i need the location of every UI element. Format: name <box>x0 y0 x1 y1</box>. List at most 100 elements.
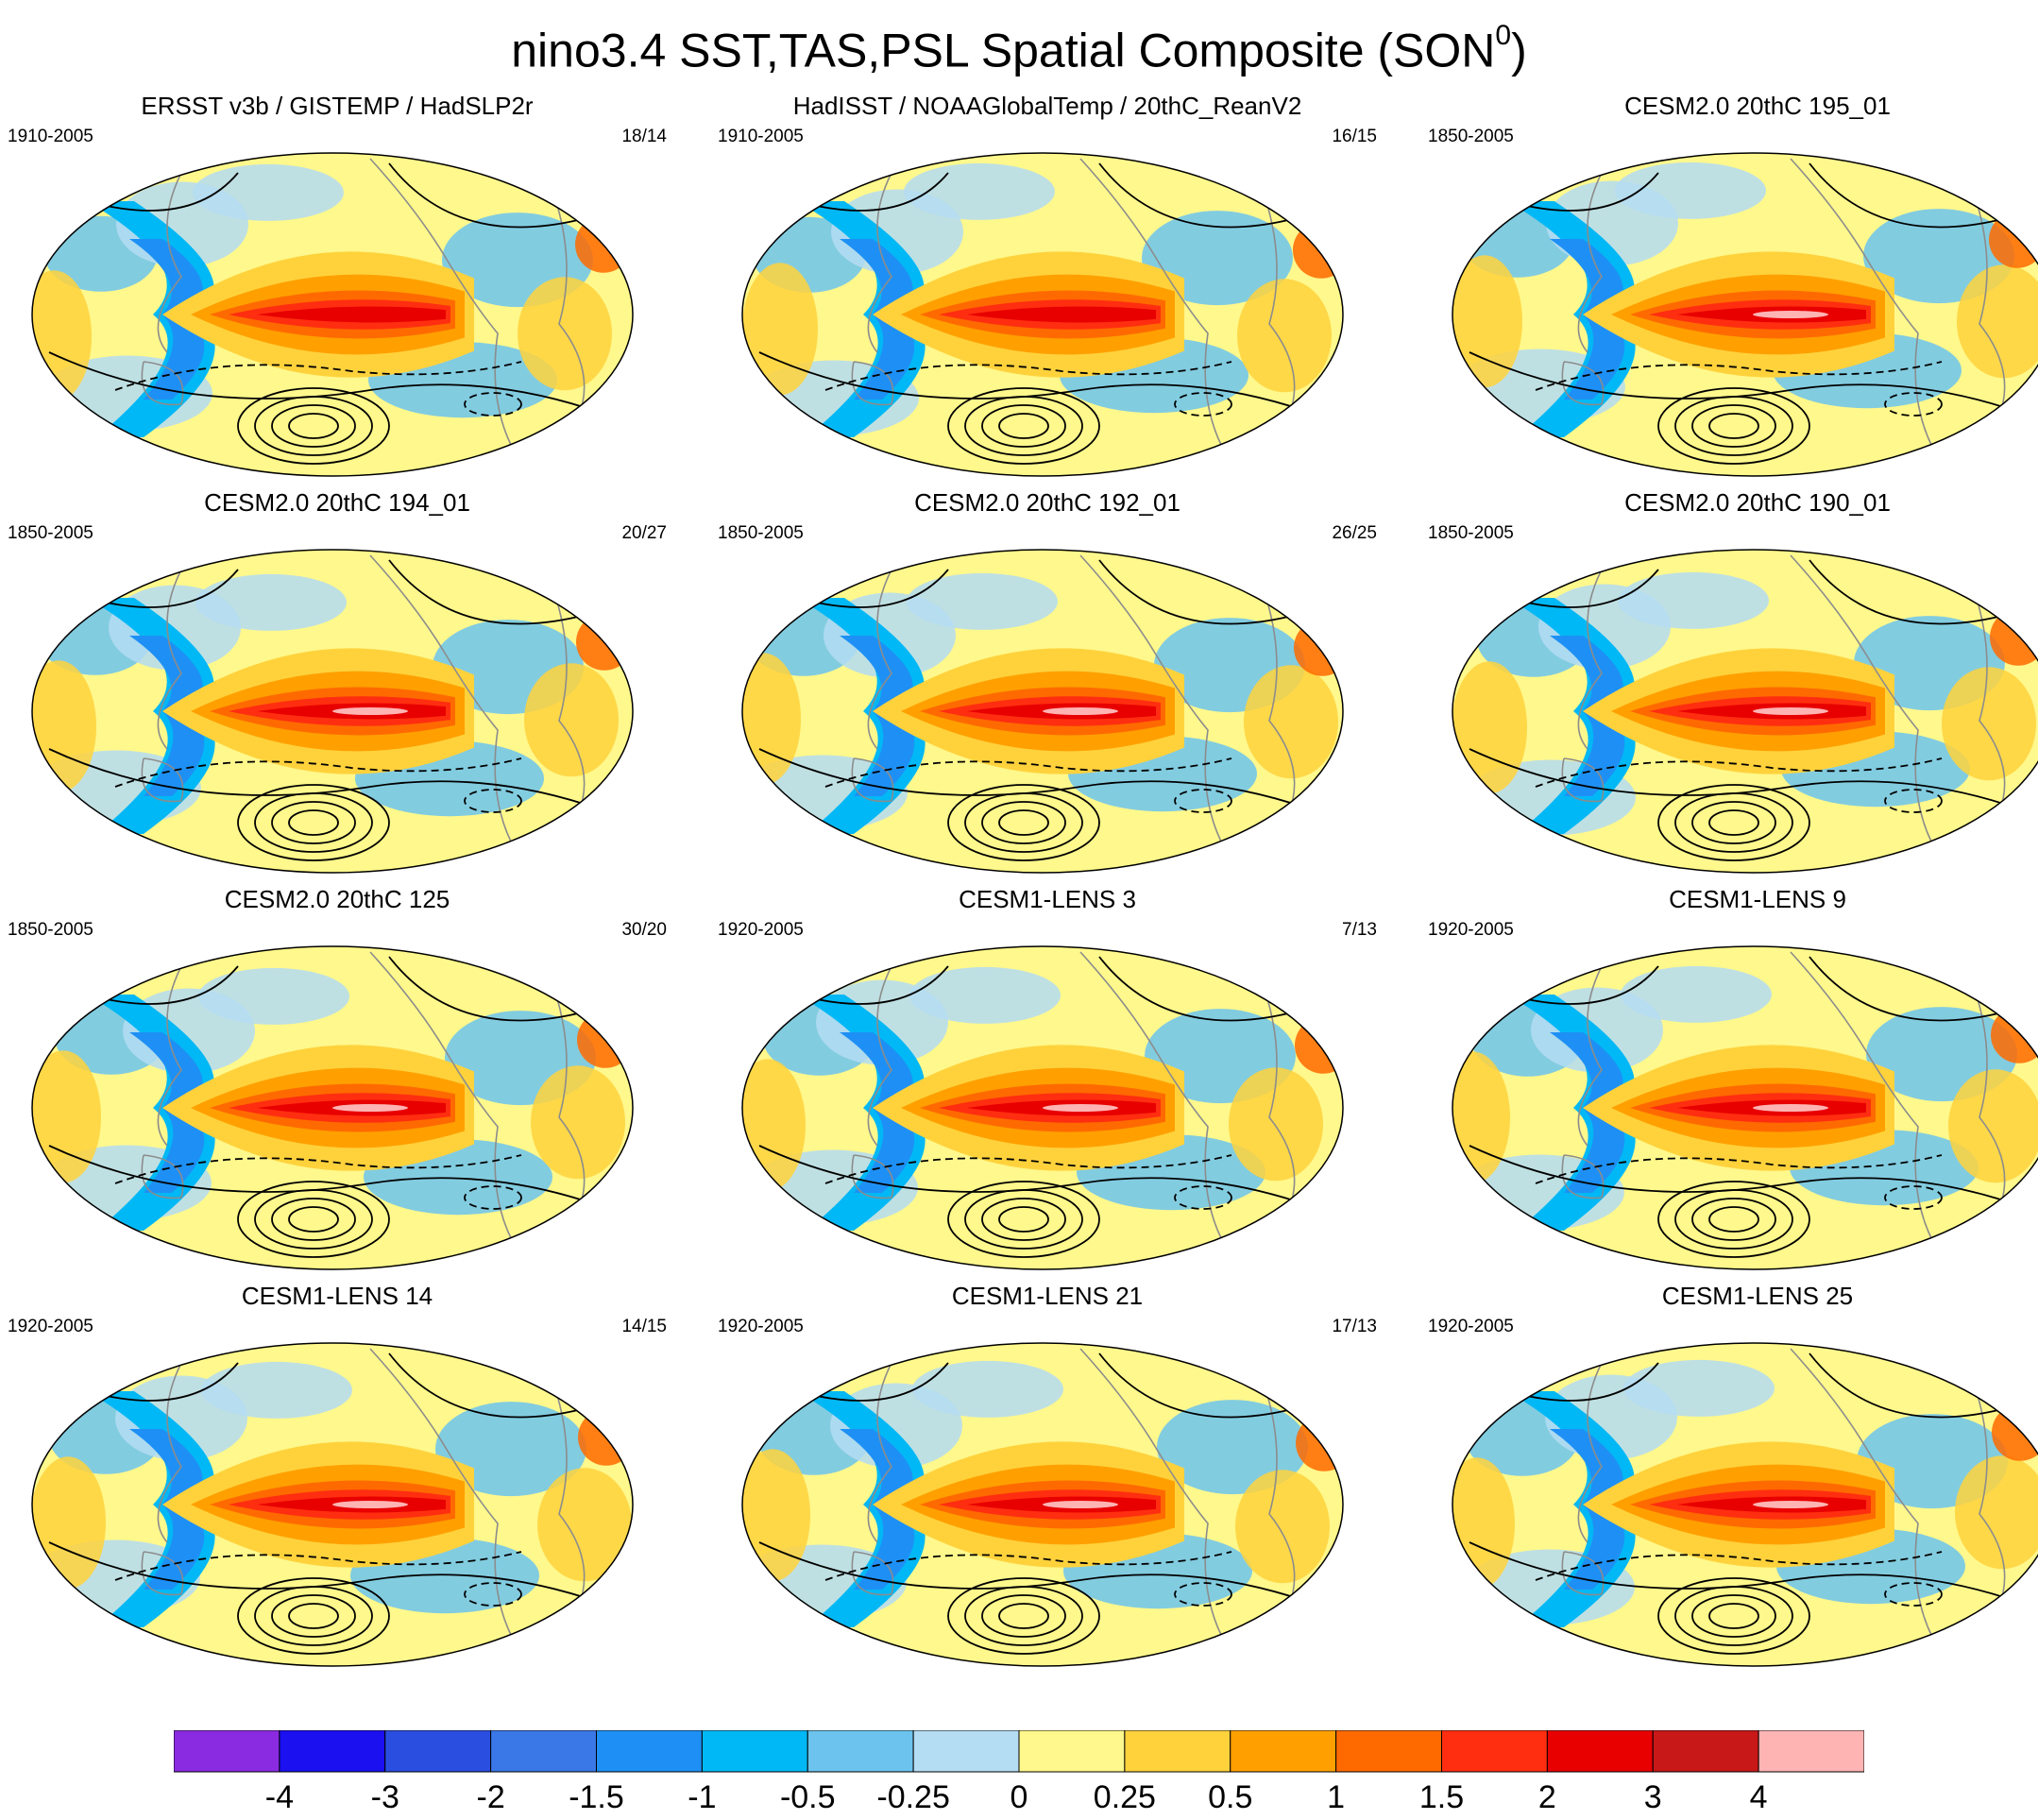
panel-title: CESM1-LENS 21 <box>951 1282 1144 1310</box>
map-panel: CESM2.0 20thC 192_01 1850-2005 26/25 <box>710 487 1384 884</box>
panel-title: CESM2.0 20thC 194_01 <box>204 488 470 517</box>
panel-title: CESM2.0 20thC 125 <box>224 885 450 913</box>
colorbar-tick-label: 1.5 <box>1418 1779 1465 1815</box>
colorbar-swatch <box>1546 1730 1654 1773</box>
colorbar-swatch <box>807 1730 914 1773</box>
psl-contours <box>1469 1352 2037 1655</box>
panel-period: 1910-2005 <box>718 127 804 146</box>
panel-event-count: 26/25 <box>1332 523 1377 543</box>
psl-contours <box>758 559 1327 861</box>
colorbar-tick-label: -1 <box>688 1779 717 1815</box>
colorbar-swatch <box>1124 1730 1231 1773</box>
sst-anomaly-field <box>742 946 1343 1269</box>
colorbar-tick-label: 3 <box>1643 1779 1662 1815</box>
page-title: nino3.4 SST,TAS,PSL Spatial Composite (S… <box>511 20 1527 77</box>
map-panel: HadISST / NOAAGlobalTemp / 20thC_ReanV2 1… <box>710 91 1384 487</box>
sst-anomaly-field <box>742 550 1343 873</box>
colorbar-tick-label: 0.5 <box>1208 1779 1253 1815</box>
psl-contours <box>48 956 617 1258</box>
panel-event-count: 14/15 <box>621 1317 667 1336</box>
psl-contours <box>1469 956 2037 1258</box>
colorbar-tick-label: -1.5 <box>569 1779 624 1815</box>
colorbar-swatch <box>490 1730 597 1773</box>
panel-period: 1910-2005 <box>8 127 93 146</box>
panel-period: 1850-2005 <box>8 920 93 940</box>
sst-anomaly-field <box>32 550 633 873</box>
robinson-map <box>1452 152 2038 477</box>
colorbar-swatch <box>1230 1730 1337 1773</box>
colorbar-tick-label: 0.25 <box>1093 1779 1156 1815</box>
map-panel: CESM1-LENS 14 1920-2005 14/15 <box>0 1281 674 1677</box>
panel-event-count: 18/14 <box>621 127 667 146</box>
map-panel: CESM1-LENS 21 1920-2005 17/13 <box>710 1281 1384 1677</box>
panel-title: CESM2.0 20thC 195_01 <box>1624 92 1891 120</box>
colorbar-swatch <box>1335 1730 1442 1773</box>
robinson-map <box>741 152 1344 477</box>
panel-title: ERSST v3b / GISTEMP / HadSLP2r <box>141 92 534 120</box>
panel-title: CESM2.0 20thC 190_01 <box>1624 488 1891 517</box>
panel-period: 1920-2005 <box>8 1317 93 1336</box>
panel-title: CESM1-LENS 14 <box>241 1282 433 1310</box>
sst-anomaly-field <box>1452 946 2038 1269</box>
panel-period: 1850-2005 <box>1428 523 1514 543</box>
robinson-map <box>741 945 1344 1270</box>
colorbar-tick-label: 2 <box>1537 1779 1556 1815</box>
panel-title: CESM1-LENS 25 <box>1661 1282 1854 1310</box>
robinson-map <box>31 1342 634 1667</box>
title-superscript: 0 <box>1495 20 1512 51</box>
panel-period: 1850-2005 <box>1428 127 1514 146</box>
colorbar-tick-label: 4 <box>1749 1779 1768 1815</box>
panel-period: 1920-2005 <box>1428 1317 1514 1336</box>
panel-period: 1850-2005 <box>718 523 804 543</box>
robinson-map <box>1452 1342 2038 1667</box>
colorbar-swatch <box>174 1730 280 1773</box>
panel-period: 1920-2005 <box>1428 920 1514 940</box>
colorbar-swatch <box>1441 1730 1548 1773</box>
robinson-map <box>741 1342 1344 1667</box>
panel-title: CESM1-LENS 3 <box>959 885 1136 913</box>
psl-contours <box>758 956 1327 1258</box>
psl-contours <box>1469 162 2037 465</box>
map-panel: CESM2.0 20thC 194_01 1850-2005 20/27 <box>0 487 674 884</box>
robinson-map <box>31 945 634 1270</box>
psl-contours <box>758 1352 1327 1655</box>
colorbar-swatch <box>1758 1730 1864 1773</box>
panel-title: CESM1-LENS 9 <box>1669 885 1846 913</box>
colorbar-tick-label: -0.25 <box>876 1779 950 1815</box>
panel-period: 1920-2005 <box>718 920 804 940</box>
colorbar-tick-label: -3 <box>370 1779 399 1815</box>
psl-contours <box>48 162 617 465</box>
panel-event-count: 7/13 <box>1342 920 1377 940</box>
map-panel: CESM1-LENS 3 1920-2005 7/13 <box>710 884 1384 1281</box>
colorbar-tick-label: -4 <box>264 1779 294 1815</box>
colorbar-swatch <box>1652 1730 1759 1773</box>
sst-anomaly-field <box>742 1343 1343 1666</box>
psl-contours <box>1469 559 2037 861</box>
panel-event-count: 17/13 <box>1332 1317 1377 1336</box>
colorbar-swatch <box>279 1730 386 1773</box>
robinson-map <box>31 549 634 874</box>
colorbar-tick-label: -2 <box>476 1779 505 1815</box>
sst-anomaly-field <box>1452 1343 2038 1666</box>
panel-event-count: 20/27 <box>621 523 667 543</box>
colorbar-tick-label: 0 <box>1010 1779 1028 1815</box>
robinson-map <box>1452 945 2038 1270</box>
psl-contours <box>758 162 1327 465</box>
colorbar-swatch <box>912 1730 1020 1773</box>
panel-event-count: 30/20 <box>621 920 667 940</box>
panel-period: 1850-2005 <box>8 523 93 543</box>
robinson-map <box>1452 549 2038 874</box>
psl-contours <box>48 559 617 861</box>
sst-anomaly-field <box>32 1343 633 1666</box>
robinson-map <box>31 152 634 477</box>
colorbar <box>174 1730 1864 1773</box>
panel-title: CESM2.0 20thC 192_01 <box>914 488 1180 517</box>
panel-title: HadISST / NOAAGlobalTemp / 20thC_ReanV2 <box>792 92 1302 120</box>
colorbar-labels: -4 -3 -2 -1.5 -1 -0.5 -0.25 0 0.25 0.5 1 1.5 2 3 4 <box>0 1778 2038 1820</box>
map-panel: CESM2.0 20thC 125 1850-2005 30/20 <box>0 884 674 1281</box>
map-panel: ERSST v3b / GISTEMP / HadSLP2r 1910-2005 1… <box>0 91 674 487</box>
